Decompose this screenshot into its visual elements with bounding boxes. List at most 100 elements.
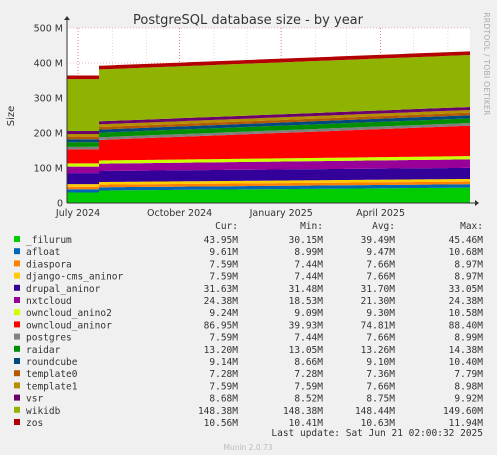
legend-swatch-raidar xyxy=(14,345,20,352)
legend-swatch-roundcube xyxy=(14,358,20,364)
legend-value: 10.40M xyxy=(449,357,484,368)
legend-value: 9.61M xyxy=(209,247,238,258)
legend-value: 7.79M xyxy=(454,369,483,380)
legend-value: 88.40M xyxy=(449,320,484,331)
chart-title: PostgreSQL database size - by year xyxy=(133,13,364,28)
legend-value: 148.44M xyxy=(355,406,395,417)
legend-value: 13.26M xyxy=(361,345,396,356)
legend-value: 148.38M xyxy=(198,406,238,417)
legend-value: 8.52M xyxy=(294,394,323,405)
legend-swatch-nxtcloud xyxy=(14,297,20,303)
legend-value: 9.14M xyxy=(209,357,238,368)
legend-value: 18.53M xyxy=(289,296,324,307)
y-tick-label: 500 M xyxy=(34,24,63,35)
area-roundcube xyxy=(67,115,470,143)
legend-value: 43.95M xyxy=(204,235,239,246)
legend-label-raidar: raidar xyxy=(26,345,61,356)
munin-version: Munin 2.0.73 xyxy=(223,443,272,452)
legend-swatch-diaspora xyxy=(14,260,20,267)
legend-value: 9.47M xyxy=(366,247,395,258)
y-axis-arrow xyxy=(64,16,70,20)
legend-value: 8.98M xyxy=(454,381,483,392)
legend-value: 9.24M xyxy=(209,308,238,319)
legend-value: 13.20M xyxy=(204,345,239,356)
area-owncloud-anino2 xyxy=(67,156,470,167)
area-afloat xyxy=(67,184,470,193)
legend-value: 7.66M xyxy=(366,259,395,270)
area-wikidb xyxy=(67,55,470,132)
legend-label-vsr: vsr xyxy=(26,394,43,405)
legend-label-template1: template1 xyxy=(26,381,78,392)
legend-value: 7.36M xyxy=(366,369,395,380)
legend-value: 7.66M xyxy=(366,333,395,344)
x-tick-label: October 2024 xyxy=(147,208,212,219)
legend-label-roundcube: roundcube xyxy=(26,357,78,368)
legend-swatch-django-cms-aninor xyxy=(14,272,20,279)
legend-value: 7.59M xyxy=(209,272,238,283)
area-django-cms-aninor xyxy=(67,178,470,187)
legend-value: 11.94M xyxy=(449,418,484,429)
legend-swatch-zos xyxy=(14,419,20,425)
legend-value: 8.99M xyxy=(454,333,483,344)
area-nxtcloud xyxy=(67,159,470,174)
legend-label-diaspora: diaspora xyxy=(26,259,72,270)
legend-value: 7.66M xyxy=(366,272,395,283)
legend-label-postgres: postgres xyxy=(26,333,72,344)
y-tick-label: 0 xyxy=(57,199,63,210)
legend-value: 8.75M xyxy=(366,394,395,405)
legend-value: 45.46M xyxy=(449,235,484,246)
legend-value: 9.92M xyxy=(454,394,483,405)
rrdtool-credit: RRDTOOL / TOBI OETIKER xyxy=(482,12,491,115)
legend-value: 7.44M xyxy=(294,259,323,270)
legend-value: 7.44M xyxy=(294,333,323,344)
legend-value: 8.97M xyxy=(454,259,483,270)
area-template0 xyxy=(67,112,470,140)
area-drupal-aninor xyxy=(67,167,470,185)
y-tick-label: 400 M xyxy=(34,59,63,70)
axes: 0 100 M 200 M 300 M 400 M 500 M July 2024 Octob… xyxy=(34,16,479,219)
legend-label-zos: zos xyxy=(26,418,43,429)
x-tick-label: July 2024 xyxy=(55,208,100,219)
legend-value: 21.30M xyxy=(361,296,396,307)
legend-value: 10.58M xyxy=(449,308,484,319)
last-update: Last update: Sat Jun 21 02:00:32 2025 xyxy=(271,428,483,439)
legend: Cur: Min: Avg: Max: _filurum 43.95M 30.15M 39.4… xyxy=(14,221,483,429)
legend-value: 9.09M xyxy=(294,308,323,319)
legend-value: 31.48M xyxy=(289,284,324,295)
legend-value: 10.68M xyxy=(449,247,484,258)
legend-column-header: Min: xyxy=(300,221,323,232)
legend-value: 39.93M xyxy=(289,320,324,331)
x-tick-label: January 2025 xyxy=(249,208,313,219)
legend-value: 86.95M xyxy=(204,320,239,331)
legend-swatch-owncloud-anino2 xyxy=(14,309,20,316)
legend-label-owncloud-anino2: owncloud_anino2 xyxy=(26,308,112,319)
legend-value: 24.38M xyxy=(449,296,484,307)
legend-swatch-postgres xyxy=(14,333,20,340)
legend-swatch-afloat xyxy=(14,248,20,255)
legend-value: 7.28M xyxy=(209,369,238,380)
legend-value: 8.68M xyxy=(209,394,238,405)
y-axis-label: Size xyxy=(6,106,17,127)
legend-value: 13.05M xyxy=(289,345,324,356)
legend-value: 7.59M xyxy=(209,259,238,270)
legend-value: 7.59M xyxy=(209,381,238,392)
area--filurum xyxy=(67,187,470,203)
legend-label-template0: template0 xyxy=(26,369,78,380)
legend-value: 8.66M xyxy=(294,357,323,368)
legend-value: 39.49M xyxy=(361,235,396,246)
legend-label-owncloud-aninor: owncloud_aninor xyxy=(26,320,112,331)
legend-value: 10.63M xyxy=(361,418,396,429)
legend-value: 31.70M xyxy=(361,284,396,295)
legend-column-header: Max: xyxy=(460,221,483,232)
legend-value: 8.97M xyxy=(454,272,483,283)
series-areas xyxy=(67,51,470,203)
legend-value: 7.28M xyxy=(294,369,323,380)
legend-value: 33.05M xyxy=(449,284,484,295)
legend-value: 148.38M xyxy=(283,406,323,417)
legend-value: 10.56M xyxy=(204,418,239,429)
legend-value: 31.63M xyxy=(204,284,239,295)
legend-value: 9.10M xyxy=(366,357,395,368)
y-tick-label: 100 M xyxy=(34,164,63,175)
legend-swatch-template0 xyxy=(14,370,20,377)
